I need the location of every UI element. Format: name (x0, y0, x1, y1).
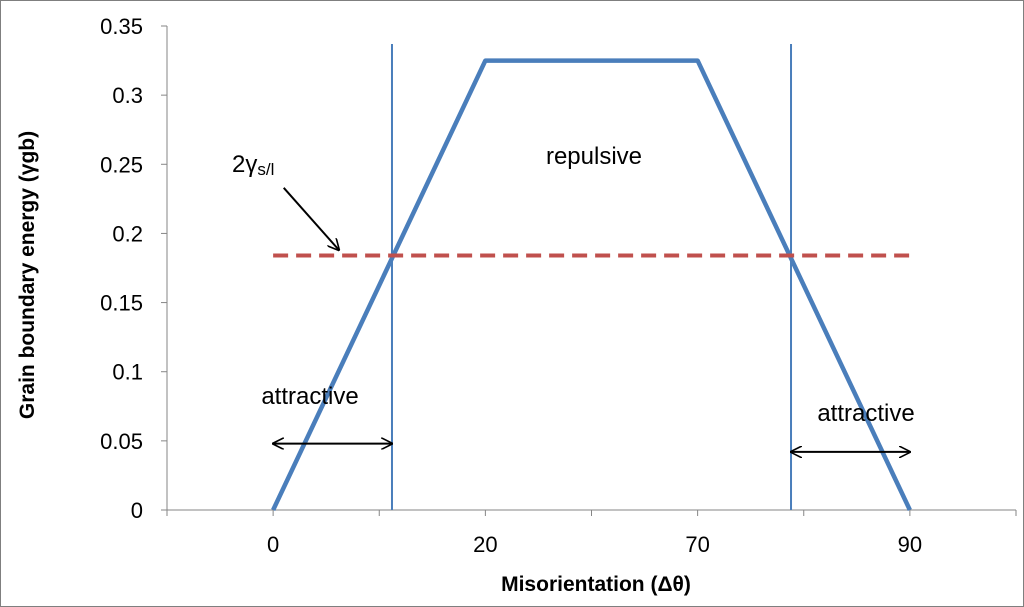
x-axis-title: Misorientation (Δθ) (501, 573, 691, 596)
axes: 0 0.05 0.1 0.15 0.2 0.25 0.3 0.35 0 20 70 90 (100, 14, 1017, 557)
annotation-attractive-left: attractive (261, 383, 358, 410)
y-axis-title: Grain boundary energy (γgb) (16, 131, 39, 419)
y-tick-label: 0 (131, 498, 143, 523)
series-line-energy (271, 58, 912, 511)
x-tick-label: 70 (685, 532, 709, 557)
y-tick-label: 0.05 (100, 429, 143, 454)
y-tick-label: 0.1 (112, 360, 143, 385)
y-tick-label: 0.3 (112, 83, 143, 108)
x-tick-label: 90 (898, 532, 922, 557)
y-ticks: 0 0.05 0.1 0.15 0.2 0.25 0.3 0.35 (100, 14, 167, 523)
annotation-gamma-sl: 2γs/l (232, 151, 274, 179)
arrow-layer (273, 187, 910, 452)
x-ticks: 0 20 70 90 (166, 510, 1017, 557)
gamma-pointer-arrow (282, 187, 339, 250)
y-tick-label: 0.35 (100, 14, 143, 39)
x-tick-label: 20 (473, 532, 497, 557)
annotation-gamma-subscript: s/l (257, 160, 274, 179)
x-tick-label: 0 (267, 532, 279, 557)
y-tick-label: 0.2 (112, 221, 143, 246)
y-tick-label: 0.15 (100, 291, 143, 316)
series-layer (271, 43, 912, 511)
y-tick-label: 0.25 (100, 152, 143, 177)
annotation-gamma-prefix: 2γ (232, 151, 257, 178)
annotation-repulsive: repulsive (546, 143, 642, 170)
annotation-attractive-right: attractive (817, 400, 914, 427)
